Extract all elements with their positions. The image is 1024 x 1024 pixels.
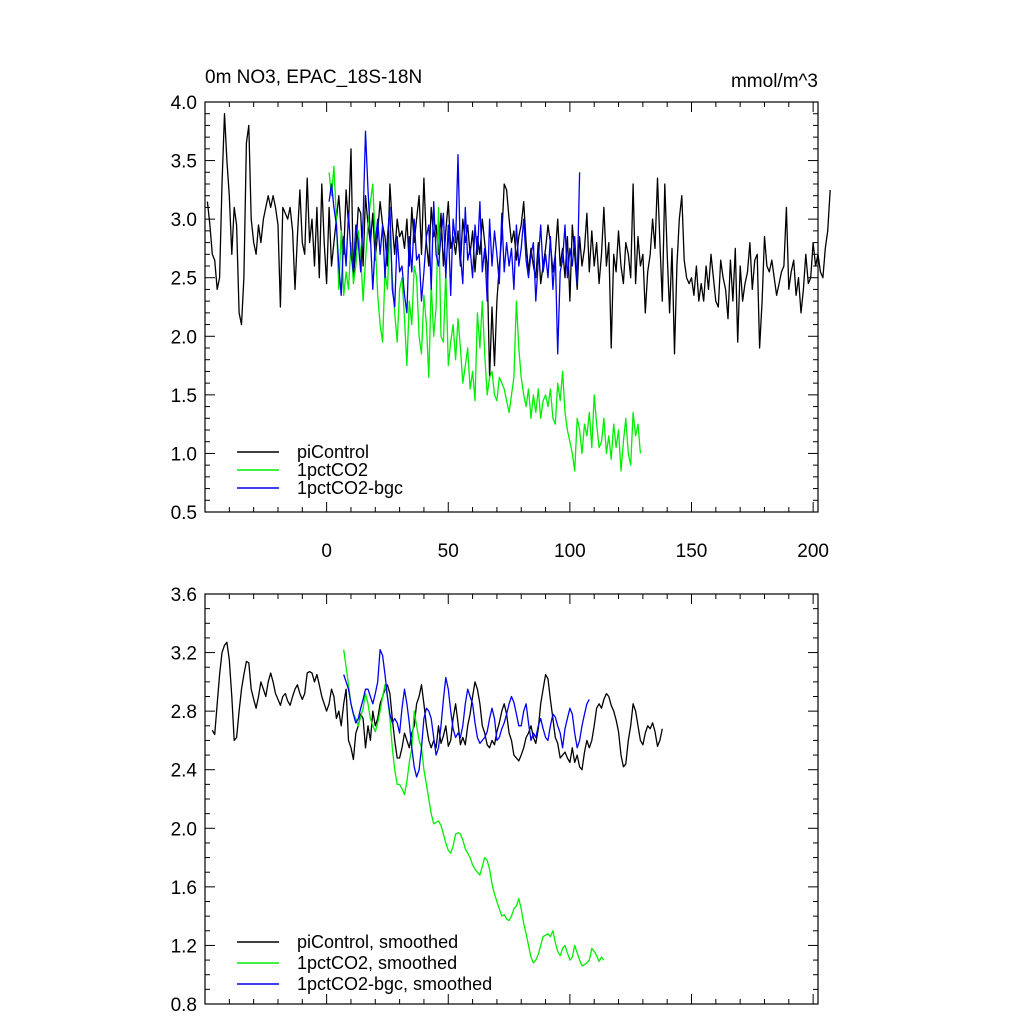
top-ytick-label: 2.5: [171, 269, 197, 290]
top-xtick-label: 50: [438, 541, 459, 562]
top-series-line-2: [328, 130, 581, 355]
top-series-line-1: [328, 165, 642, 472]
bottom-legend-label: 1pctCO2, smoothed: [297, 953, 457, 973]
bottom-y-axis: 0.8 1.2 1.6 2.0 2.4 2.8 3.2 3.6: [171, 585, 818, 1016]
bottom-x-axis: [204, 594, 814, 1004]
bottom-ytick-label: 3.6: [171, 585, 197, 606]
bottom-legend-label: piControl, smoothed: [297, 932, 458, 952]
top-legend-label: piControl: [297, 442, 369, 462]
top-xtick-label: 150: [676, 541, 708, 562]
top-ytick-label: 1.0: [171, 444, 197, 465]
top-xtick-label: 200: [797, 541, 829, 562]
bottom-ytick-label: 2.8: [171, 702, 197, 723]
bottom-panel: 0.8 1.2 1.6 2.0 2.4 2.8 3.2 3.6 piControl, smoo…: [171, 585, 819, 1016]
top-xtick-label: 100: [554, 541, 586, 562]
top-chart-units: mmol/m^3: [731, 71, 818, 92]
bottom-legend-label: 1pctCO2-bgc, smoothed: [297, 974, 492, 994]
bottom-series-line-1: [343, 649, 605, 967]
top-x-axis: 0 50 100 150 200: [204, 102, 829, 562]
top-series-line-0: [206, 113, 831, 378]
bottom-ytick-label: 3.2: [171, 644, 197, 665]
top-y-axis: 0.5 1.0 1.5 2.0 2.5 3.0 3.5 4.0: [171, 93, 818, 524]
top-ytick-label: 3.5: [171, 152, 197, 173]
top-ytick-label: 4.0: [171, 93, 197, 114]
top-ytick-label: 1.5: [171, 386, 197, 407]
top-panel: 0m NO3, EPAC_18S-18N mmol/m^3 0.5 1.0 1.5 2…: [171, 67, 831, 562]
bottom-ytick-label: 1.6: [171, 878, 197, 899]
bottom-ytick-label: 2.0: [171, 819, 197, 840]
top-legend-label: 1pctCO2: [297, 460, 368, 480]
top-chart-title: 0m NO3, EPAC_18S-18N: [205, 67, 422, 88]
bottom-ytick-label: 1.2: [171, 936, 197, 957]
top-plot-frame: [204, 101, 819, 513]
bottom-ytick-label: 2.4: [171, 761, 198, 782]
bottom-series-group: [211, 641, 663, 967]
bottom-ytick-label: 0.8: [171, 995, 197, 1016]
top-ytick-label: 2.0: [171, 327, 197, 348]
bottom-series-line-0: [211, 641, 663, 771]
bottom-series-line-2: [343, 648, 590, 778]
top-ytick-label: 3.0: [171, 210, 197, 231]
top-ytick-label: 0.5: [171, 503, 197, 524]
top-xtick-label: 0: [321, 541, 332, 562]
top-legend-label: 1pctCO2-bgc: [297, 478, 403, 498]
top-series-group: [206, 113, 831, 472]
